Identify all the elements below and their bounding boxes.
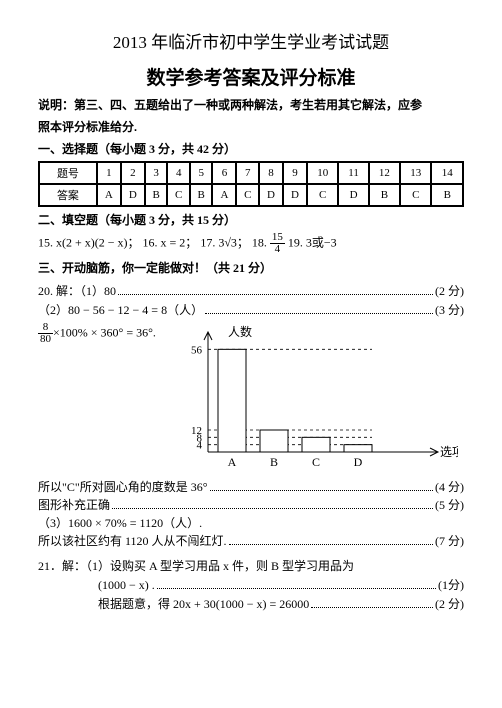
cell: 3 <box>145 162 168 184</box>
uc-line1: 所以"C"所对圆心角的度数是 36° <box>38 478 208 495</box>
cell: 6 <box>212 162 236 184</box>
cell: B <box>369 184 400 206</box>
score: (3 分) <box>435 301 464 318</box>
cell: D <box>259 184 283 206</box>
row-label: 题号 <box>39 162 97 184</box>
score: (2 分) <box>435 282 464 299</box>
svg-text:人数: 人数 <box>228 324 252 339</box>
q20-block: 20. 解：（1）80 (2 分) （2）80 − 56 − 12 − 4 = … <box>38 282 464 472</box>
cell: D <box>121 184 145 206</box>
cell: A <box>212 184 236 206</box>
fill-blank-answers: 15. x(2 + x)(2 − x)； 16. x = 2； 17. 3√3；… <box>38 232 464 255</box>
cell: 9 <box>283 162 307 184</box>
cell: 12 <box>369 162 400 184</box>
score: (7 分) <box>435 532 464 549</box>
cell: D <box>338 184 368 206</box>
section2-heading: 二、填空题（每小题 3 分，共 15 分） <box>38 211 464 228</box>
note-line1: 说明：第三、四、五题给出了一种或两种解法，考生若用其它解法，应参 <box>38 96 464 114</box>
dots <box>229 544 433 545</box>
dots <box>210 490 433 491</box>
cell: 7 <box>236 162 259 184</box>
cell: 8 <box>259 162 283 184</box>
bar-chart: 人数选项481256ABCD <box>168 322 464 472</box>
cell: B <box>145 184 168 206</box>
svg-text:B: B <box>270 455 278 469</box>
q19: 19. 3或−3 <box>288 235 337 249</box>
title-sub: 数学参考答案及评分标准 <box>38 63 464 90</box>
cell: C <box>167 184 190 206</box>
cell: 11 <box>338 162 368 184</box>
cell: C <box>307 184 338 206</box>
cell: B <box>190 184 213 206</box>
score: (1分) <box>438 576 464 593</box>
fraction: 880 <box>38 322 53 345</box>
q21-line1: 21．解：（1）设购买 A 型学习用品 x 件，则 B 型学习用品为 <box>38 557 464 574</box>
cell: 4 <box>167 162 190 184</box>
score: (4 分) <box>435 478 464 495</box>
answer-table: 题号 1 2 3 4 5 6 7 8 9 10 11 12 13 14 答案 A… <box>38 161 464 207</box>
score: (2 分) <box>435 595 464 612</box>
cell: B <box>431 184 463 206</box>
q18-fraction: 154 <box>270 232 285 255</box>
dots <box>112 508 433 509</box>
uc-line4: 所以该社区约有 1120 人从不闯红灯. <box>38 532 227 549</box>
note-line2: 照本评分标准给分. <box>38 118 464 136</box>
cell: 1 <box>97 162 121 184</box>
cell: C <box>236 184 259 206</box>
cell: D <box>283 184 307 206</box>
svg-text:56: 56 <box>191 344 203 356</box>
q20-line3: 880×100% × 360° = 36°. <box>38 322 168 472</box>
dots <box>205 313 433 314</box>
q20-line2: （2）80 − 56 − 12 − 4 = 8（人） <box>38 301 203 318</box>
q21-line2: (1000 − x) . <box>98 578 155 593</box>
cell: 10 <box>307 162 338 184</box>
section1-heading: 一、选择题（每小题 3 分，共 42 分） <box>38 140 464 157</box>
cell: A <box>97 184 121 206</box>
q16: 16. x = 2； <box>143 235 198 249</box>
table-row: 题号 1 2 3 4 5 6 7 8 9 10 11 12 13 14 <box>39 162 463 184</box>
svg-text:C: C <box>312 455 320 469</box>
cell: 13 <box>400 162 431 184</box>
table-row: 答案 A D B C B A C D D C D B C B <box>39 184 463 206</box>
section3-heading: 三、开动脑筋，你一定能做对！（共 21 分） <box>38 259 464 276</box>
svg-text:A: A <box>228 455 237 469</box>
under-chart-block: 所以"C"所对圆心角的度数是 36° (4 分) 图形补充正确 (5 分) （3… <box>38 478 464 549</box>
q21-block: 21．解：（1）设购买 A 型学习用品 x 件，则 B 型学习用品为 (1000… <box>38 557 464 612</box>
q18-prefix: 18. <box>252 235 270 249</box>
title-main: 2013 年临沂市初中学生学业考试试题 <box>38 28 464 53</box>
q20-line1: 20. 解：（1）80 <box>38 282 116 299</box>
svg-text:12: 12 <box>191 425 202 437</box>
score: (5 分) <box>435 496 464 513</box>
q15: 15. x(2 + x)(2 − x)； <box>38 235 140 249</box>
uc-line2: 图形补充正确 <box>38 496 110 513</box>
row-label: 答案 <box>39 184 97 206</box>
dots <box>118 294 433 295</box>
cell: 5 <box>190 162 213 184</box>
cell: 14 <box>431 162 463 184</box>
svg-text:D: D <box>354 455 363 469</box>
uc-line3: （3）1600 × 70% = 1120（人）. <box>38 514 202 531</box>
dots <box>157 588 436 589</box>
cell: C <box>400 184 431 206</box>
svg-text:选项: 选项 <box>440 445 458 459</box>
dots <box>311 607 433 608</box>
q17: 17. 3√3； <box>200 235 249 249</box>
q21-line3: 根据题意，得 20x + 30(1000 − x) = 26000 <box>98 595 309 612</box>
cell: 2 <box>121 162 145 184</box>
